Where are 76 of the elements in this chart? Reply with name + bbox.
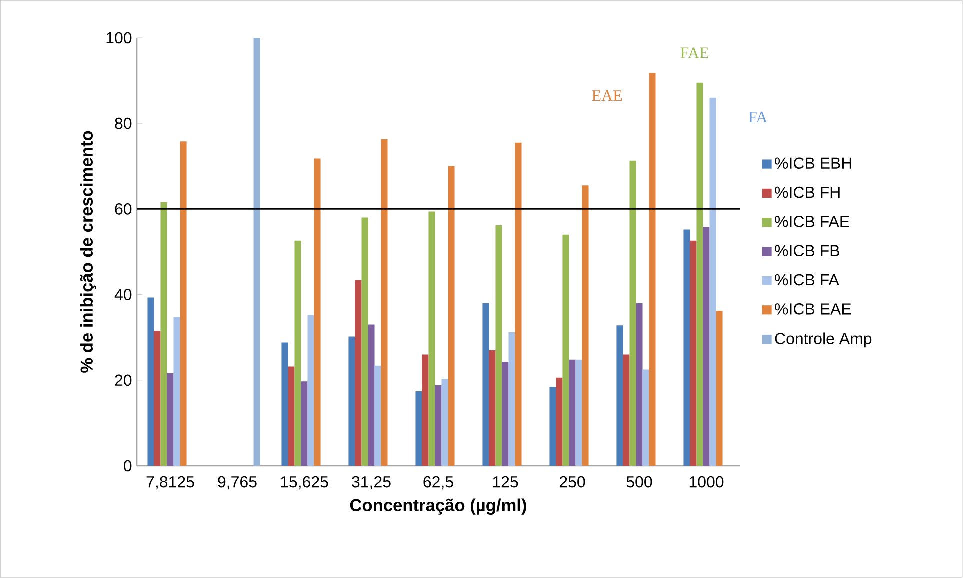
bar [630, 160, 636, 466]
legend-label: Controle Amp [775, 332, 872, 348]
x-tick-label: 9,765 [218, 476, 257, 490]
bar [636, 303, 643, 466]
bar [282, 342, 288, 466]
bar [368, 324, 375, 466]
bar [301, 382, 308, 466]
bar [154, 331, 161, 466]
bar [508, 332, 516, 466]
bar [623, 354, 630, 466]
bar [515, 142, 522, 466]
legend-label: %ICB FB [775, 245, 840, 257]
bar [442, 379, 448, 466]
y-tick-label: 20 [115, 374, 132, 386]
bar [355, 280, 362, 466]
bar [556, 378, 563, 466]
bar [710, 98, 716, 466]
bar [180, 142, 187, 466]
annotation: EAE [592, 90, 622, 102]
bar [167, 374, 174, 466]
bar [696, 82, 704, 466]
legend-label: %ICB FA [775, 274, 840, 286]
bar [576, 360, 582, 466]
bar [482, 303, 490, 466]
x-tick-label: 62,5 [424, 476, 454, 490]
x-tick-label: 15,625 [281, 476, 328, 490]
x-tick-label: 500 [626, 476, 652, 488]
bar [416, 392, 422, 466]
bar [294, 240, 302, 466]
bar [690, 240, 697, 466]
y-axis-title: % de inibição de crescimento [80, 131, 96, 373]
bar [428, 212, 436, 466]
bar [362, 218, 368, 466]
y-tick-label: 40 [114, 289, 132, 300]
bar [435, 386, 442, 466]
annotation: FAE [680, 48, 708, 58]
bar [308, 315, 314, 466]
bar [314, 158, 321, 466]
bar [582, 186, 589, 466]
bar [174, 317, 180, 466]
x-tick-label: 7,8125 [146, 476, 194, 490]
bar [381, 139, 388, 466]
bar [148, 298, 154, 466]
bar [496, 225, 502, 466]
x-tick-label: 250 [560, 476, 586, 488]
bar [502, 362, 509, 466]
bar [616, 326, 624, 466]
bar [448, 166, 455, 466]
text: FA [748, 112, 768, 122]
y-tick-label: 100 [106, 32, 132, 44]
bar [550, 387, 556, 466]
x-tick-label: 31,25 [352, 476, 391, 490]
bar [348, 336, 356, 466]
bar [649, 73, 656, 466]
bar [254, 38, 260, 466]
x-axis-title: Concentração (µg/ml) [350, 498, 526, 516]
y-tick-label: 60 [115, 204, 132, 215]
legend-label: %ICB EBH [775, 158, 852, 170]
bar [569, 360, 576, 466]
bar [288, 366, 295, 466]
legend-label: %ICB EAE [775, 304, 852, 315]
bar [374, 366, 382, 466]
bar [703, 227, 710, 466]
legend-label: %ICB FAE [775, 216, 850, 228]
bar [642, 370, 650, 466]
bar [489, 350, 496, 466]
bar [160, 202, 168, 466]
bar [422, 354, 429, 466]
x-tick-label: 125 [493, 476, 518, 488]
bar [562, 234, 570, 466]
y-tick-label: 0 [124, 460, 132, 472]
y-tick-label: 80 [115, 118, 132, 130]
legend-label: %ICB FH [775, 186, 840, 198]
bar [716, 311, 723, 466]
x-tick-label: 1000 [690, 476, 724, 488]
bar [684, 230, 690, 466]
